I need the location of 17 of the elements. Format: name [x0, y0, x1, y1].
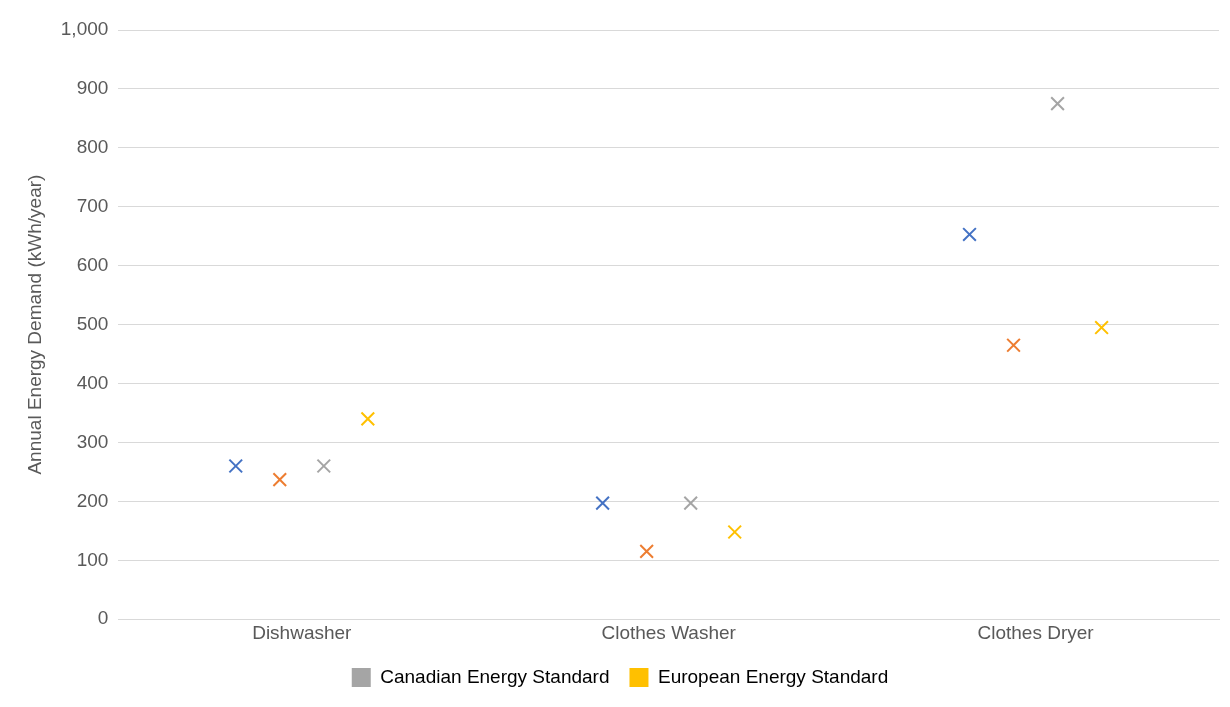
y-tick-label: 600 — [76, 253, 109, 275]
y-tick-label: 0 — [97, 607, 109, 629]
y-tick-label: 500 — [76, 312, 109, 334]
y-tick-label: 400 — [76, 371, 109, 393]
y-tick-label: 1,000 — [60, 18, 109, 40]
x-tick-label: Dishwasher — [252, 621, 353, 643]
y-tick-label: 800 — [76, 136, 109, 158]
y-axis-title: Annual Energy Demand (kWh/year) — [23, 174, 45, 475]
y-tick-label: 200 — [76, 489, 109, 511]
x-tick-label: Clothes Washer — [601, 621, 737, 643]
x-tick-label: Clothes Dryer — [977, 621, 1095, 643]
y-tick-label: 300 — [76, 430, 109, 452]
legend-label: Canadian Energy Standard — [380, 665, 610, 687]
y-tick-label: 900 — [76, 77, 109, 99]
legend-label: European Energy Standard — [657, 665, 889, 687]
y-tick-label: 700 — [76, 194, 109, 216]
y-tick-label: 100 — [76, 548, 109, 570]
